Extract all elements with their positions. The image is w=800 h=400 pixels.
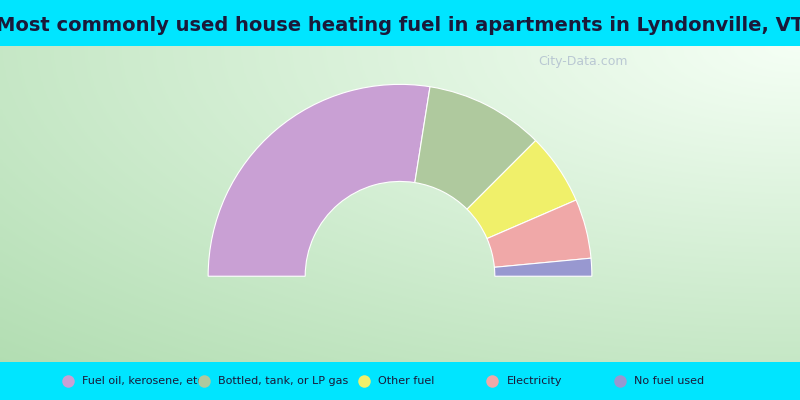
Wedge shape	[208, 84, 430, 276]
Text: Electricity: Electricity	[506, 376, 562, 386]
Wedge shape	[415, 87, 536, 209]
Text: Bottled, tank, or LP gas: Bottled, tank, or LP gas	[218, 376, 349, 386]
Text: City-Data.com: City-Data.com	[538, 56, 627, 68]
Text: Most commonly used house heating fuel in apartments in Lyndonville, VT: Most commonly used house heating fuel in…	[0, 16, 800, 35]
Wedge shape	[487, 200, 591, 267]
Text: Other fuel: Other fuel	[378, 376, 434, 386]
Text: No fuel used: No fuel used	[634, 376, 705, 386]
Text: Fuel oil, kerosene, etc.: Fuel oil, kerosene, etc.	[82, 376, 207, 386]
Wedge shape	[494, 258, 592, 276]
Wedge shape	[467, 140, 576, 238]
